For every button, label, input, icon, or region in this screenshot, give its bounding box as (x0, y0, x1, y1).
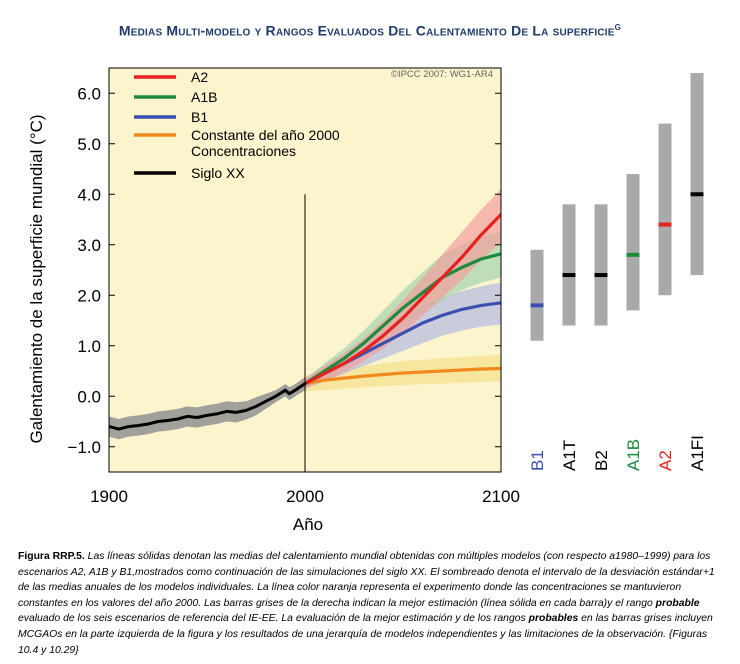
caption-emphasis-1: probable (655, 597, 700, 609)
range-b2: B2 (592, 204, 611, 471)
y-tick-label: 3.0 (77, 236, 101, 255)
best-estimate-mark (658, 222, 672, 227)
legend-entry-a1b: A1B (134, 89, 217, 105)
best-estimate-mark (530, 303, 544, 308)
x-tick-label: 1900 (90, 487, 128, 506)
y-tick-label: 6.0 (77, 84, 101, 103)
range-label: A2 (656, 450, 675, 471)
range-bar (658, 123, 672, 296)
y-tick-label: −1.0 (67, 438, 101, 457)
band-siglo-xx (109, 377, 305, 440)
chart-title-superscript: g (614, 20, 622, 33)
range-label: B1 (528, 450, 547, 471)
chart-figure: 6.0 5.0 4.0 3.0 2.0 1.0 0.0 −1.0 1900 2000 2100 A2… (27, 67, 707, 534)
range-b1: B1 (528, 249, 547, 471)
legend-label: Constante del año 2000 (191, 127, 340, 143)
best-estimate-mark (626, 252, 640, 257)
legend-label: Siglo XX (191, 165, 245, 181)
range-a1b: A1B (624, 174, 643, 471)
chart-title-text: Medias Multi-modelo y Rangos Evaluados D… (118, 22, 615, 39)
copyright-note: ©IPCC 2007: WG1-AR4 (391, 69, 493, 80)
caption-text-2: evaluado de los seis escenarios de refer… (18, 613, 529, 625)
range-a1t: A1T (560, 204, 579, 471)
caption-text-3: en las barras grises incluyen MCGAOs en … (18, 613, 713, 656)
legend-entry-a2: A2 (134, 69, 208, 85)
line-a2 (303, 212, 501, 386)
y-tick-label: 1.0 (77, 337, 101, 356)
range-bar (530, 249, 544, 341)
y-axis-label: Galentamiento de la superficie mundial (… (27, 114, 46, 443)
legend: A2 A1B B1 Constante del año 2000Concentraci… (134, 69, 340, 181)
range-a1fi: A1FI (688, 73, 707, 471)
scenario-ranges: B1 A1T B2 A1B A2 A1FI (528, 73, 707, 471)
y-tick-label: 0.0 (77, 387, 101, 406)
band-a2 (305, 189, 501, 389)
range-bar (690, 73, 704, 276)
best-estimate-mark (562, 273, 576, 278)
line-a1b (303, 252, 501, 386)
plot-content (109, 189, 501, 472)
legend-entry-siglo-xx: Siglo XX (134, 165, 245, 181)
chart-title: Medias Multi-modelo y Rangos Evaluados D… (0, 20, 740, 39)
x-tick-label: 2000 (286, 487, 324, 506)
range-a2: A2 (656, 123, 675, 471)
legend-label: A1B (191, 89, 217, 105)
caption-text-1: Las líneas sólidas denotan las medias de… (18, 551, 715, 609)
x-tick-label: 2100 (482, 487, 520, 506)
range-bar (626, 174, 640, 311)
best-estimate-mark (594, 273, 608, 278)
caption-label: Figura RRP.5. (18, 551, 85, 562)
y-tick-label: 2.0 (77, 286, 101, 305)
range-label: B2 (592, 450, 611, 471)
caption-emphasis-2: probables (528, 613, 579, 625)
line-constante-del-a-o-2000 (303, 366, 501, 386)
range-label: A1FI (688, 435, 707, 471)
range-label: A1B (624, 439, 643, 471)
range-bar (594, 204, 608, 326)
axes: 6.0 5.0 4.0 3.0 2.0 1.0 0.0 −1.0 1900 2000 2100 (67, 84, 519, 506)
legend-entry-b1: B1 (134, 109, 208, 125)
figure-caption: Figura RRP.5. Las líneas sólidas denotan… (18, 549, 726, 658)
x-axis-label: Año (293, 515, 323, 534)
y-tick-label: 5.0 (77, 135, 101, 154)
legend-label: B1 (191, 109, 208, 125)
range-bar (562, 204, 576, 326)
line-siglo-xx (109, 382, 307, 431)
legend-label: A2 (191, 69, 208, 85)
best-estimate-mark (690, 192, 704, 197)
range-label: A1T (560, 440, 579, 471)
legend-label-line2: Concentraciones (191, 143, 296, 159)
y-tick-label: 4.0 (77, 185, 101, 204)
